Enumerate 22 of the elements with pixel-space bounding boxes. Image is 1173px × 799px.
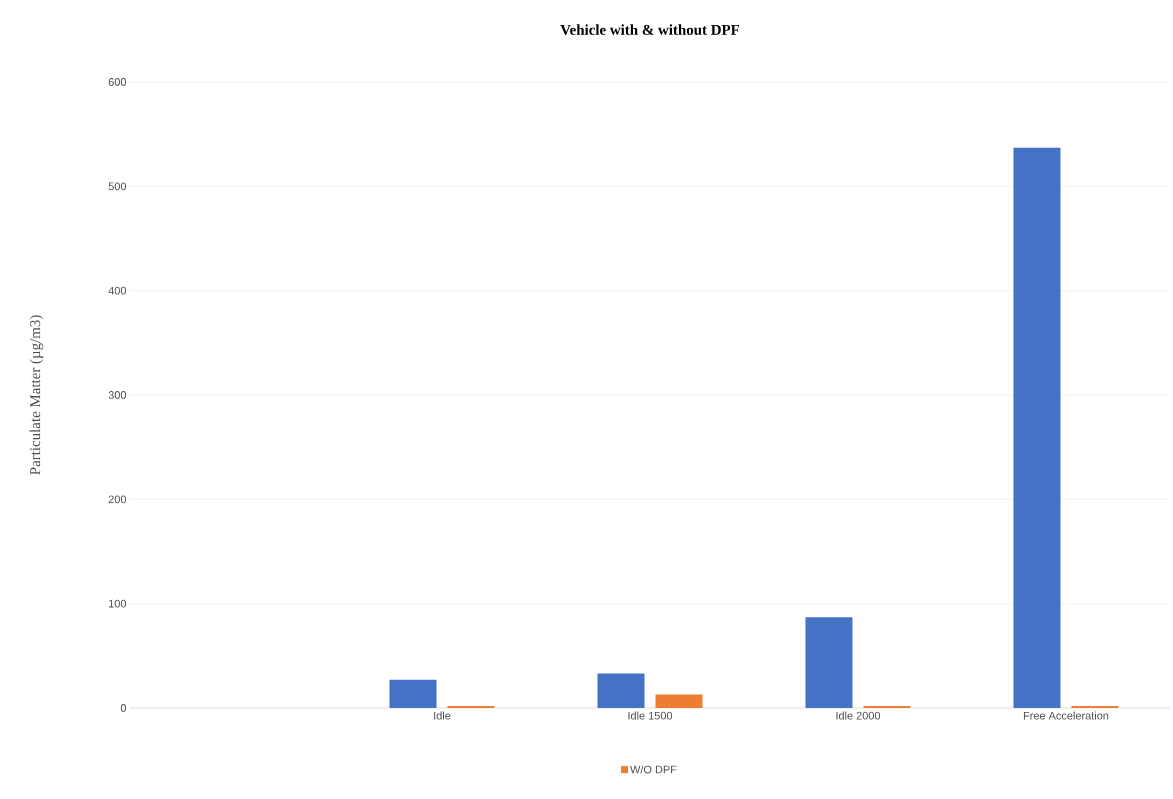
y-axis-title: Particulate Matter (µg/m3) xyxy=(29,315,44,475)
bar xyxy=(1071,705,1119,708)
bar xyxy=(863,705,911,708)
bar xyxy=(597,673,645,708)
x-tick-label: Idle 1500 xyxy=(628,711,673,720)
y-tick-label: 200 xyxy=(108,495,127,504)
legend-label: W/O DPF xyxy=(630,765,677,774)
bar xyxy=(805,617,853,708)
bar xyxy=(389,679,437,708)
bar xyxy=(655,694,703,708)
x-tick-label: Idle xyxy=(434,711,451,720)
y-tick-label: 400 xyxy=(108,286,127,295)
x-tick-label: Idle 2000 xyxy=(836,711,881,720)
y-tick-label: 600 xyxy=(108,78,127,86)
bar xyxy=(1013,147,1061,708)
x-tick-label: Free Acceleration xyxy=(1023,711,1109,720)
chart-title: Vehicle with & without DPF xyxy=(560,24,740,35)
y-tick-label: 100 xyxy=(109,599,127,608)
y-tick-label: 0 xyxy=(120,704,127,712)
bar xyxy=(447,705,495,708)
y-tick-label: 500 xyxy=(108,182,127,191)
y-tick-label: 300 xyxy=(108,391,127,399)
